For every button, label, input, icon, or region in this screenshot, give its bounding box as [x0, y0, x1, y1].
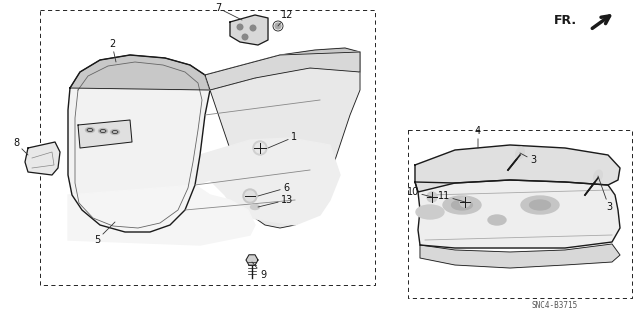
Circle shape	[427, 192, 437, 202]
Text: 8: 8	[13, 138, 28, 155]
Polygon shape	[415, 180, 620, 248]
Polygon shape	[246, 255, 258, 265]
Polygon shape	[205, 52, 360, 90]
Text: 3: 3	[520, 153, 536, 165]
Text: 2: 2	[109, 39, 116, 62]
Text: FR.: FR.	[554, 13, 577, 26]
Polygon shape	[210, 68, 360, 228]
Text: 4: 4	[475, 126, 481, 148]
Polygon shape	[230, 15, 268, 45]
Polygon shape	[68, 55, 210, 232]
Polygon shape	[415, 145, 620, 192]
Text: SNC4-B3715: SNC4-B3715	[532, 300, 578, 309]
Circle shape	[253, 141, 267, 155]
Ellipse shape	[416, 205, 444, 219]
Ellipse shape	[516, 147, 524, 159]
Circle shape	[237, 24, 243, 30]
Circle shape	[245, 191, 255, 201]
Text: 13: 13	[258, 195, 293, 207]
Text: 12: 12	[278, 10, 293, 26]
Polygon shape	[70, 48, 360, 90]
Ellipse shape	[250, 204, 259, 210]
Ellipse shape	[443, 196, 481, 214]
Circle shape	[242, 34, 248, 40]
Ellipse shape	[86, 128, 95, 132]
Ellipse shape	[529, 200, 550, 210]
Polygon shape	[68, 185, 255, 245]
Ellipse shape	[594, 170, 602, 182]
Polygon shape	[195, 138, 340, 225]
Text: 6: 6	[258, 183, 289, 196]
Text: 9: 9	[252, 262, 266, 280]
Ellipse shape	[452, 200, 472, 210]
Circle shape	[255, 143, 265, 153]
Text: 10: 10	[407, 187, 432, 197]
Polygon shape	[25, 142, 60, 175]
Circle shape	[275, 23, 281, 29]
Polygon shape	[420, 244, 620, 268]
Ellipse shape	[521, 196, 559, 214]
Text: 1: 1	[268, 132, 297, 148]
Ellipse shape	[99, 129, 108, 133]
Circle shape	[250, 25, 256, 31]
Ellipse shape	[111, 130, 120, 135]
Circle shape	[460, 197, 470, 207]
Circle shape	[243, 189, 257, 203]
Text: 11: 11	[438, 191, 465, 202]
Text: 5: 5	[94, 222, 115, 245]
Polygon shape	[78, 120, 132, 148]
Text: 7: 7	[215, 3, 242, 20]
Ellipse shape	[488, 215, 506, 225]
Text: 3: 3	[598, 176, 612, 212]
